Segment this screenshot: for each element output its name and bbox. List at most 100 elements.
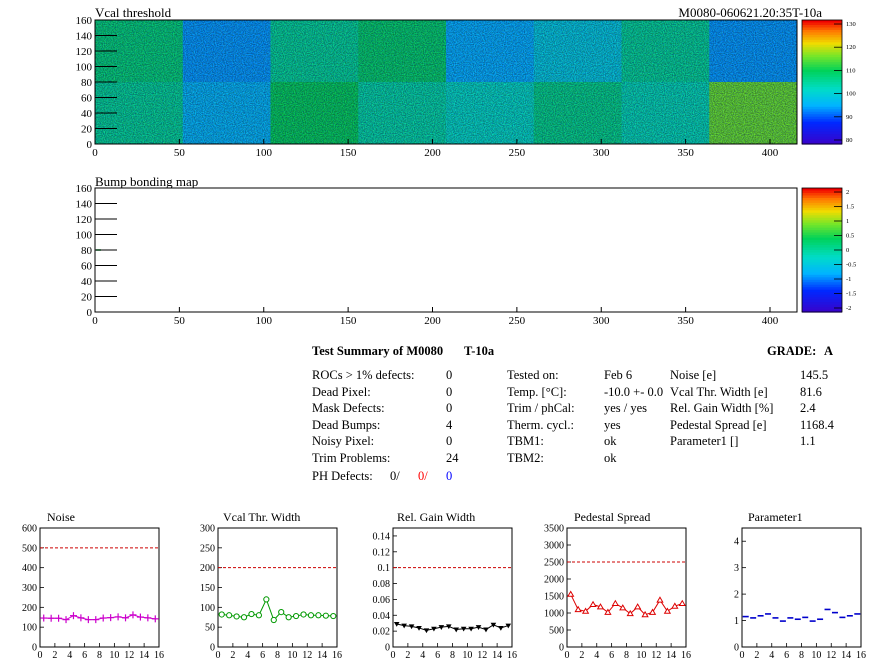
small-plot-x-tick-label: 4: [594, 650, 599, 661]
data-point: [567, 590, 575, 597]
small-plot-y-tick-label: 0.02: [373, 627, 391, 638]
small-plot-x-tick-label: 4: [769, 650, 774, 661]
small-plot-y-tick-label: 300: [22, 583, 37, 594]
small-plot-y-tick-label: 50: [205, 623, 215, 634]
bump-bonding-map: Bump bonding map 0 50 100 150 200 250 300 350 40…: [76, 174, 857, 327]
data-point: [581, 607, 590, 614]
data-point: [114, 613, 122, 621]
data-point: [99, 614, 107, 622]
small-plot-x-tick-label: 8: [799, 650, 804, 661]
data-point: [445, 624, 452, 630]
data-point: [648, 608, 657, 615]
threshold-map-x-tick-label: 400: [762, 147, 779, 159]
data-point: [144, 614, 152, 622]
threshold-palette-tick-label: 80: [846, 137, 853, 144]
bump-map-x-tick-label: 100: [256, 315, 273, 327]
module-label: M0080-060621.20:35T-10a: [678, 5, 822, 20]
small-plot-y-tick-label: 200: [200, 563, 215, 574]
threshold-palette: 130 120 110 100 90 80: [801, 19, 856, 145]
small-plot-y-tick-label: 1: [734, 616, 739, 627]
small-plot-x-tick-label: 8: [275, 650, 280, 661]
data-point: [84, 616, 92, 624]
data-point: [278, 608, 285, 616]
threshold-palette-tick-label: 120: [846, 44, 856, 51]
small-plot-x-tick-label: 14: [666, 650, 676, 661]
small-plot-frame: [217, 527, 338, 648]
data-point: [589, 600, 597, 607]
threshold-map-y-tick-label: 100: [76, 62, 93, 74]
bump-palette-tick-label: 2: [846, 189, 849, 196]
bump-map-x-tick-label: 350: [677, 315, 694, 327]
small-plot-x-tick-label: 14: [317, 650, 327, 661]
small-plot-y-tick-label: 0.1: [378, 563, 391, 574]
threshold-map-y-tick-label: 60: [81, 93, 93, 105]
series-line: [221, 598, 334, 621]
threshold-map-x-tick-label: 150: [340, 147, 357, 159]
series-line: [570, 594, 683, 616]
data-point: [619, 604, 627, 611]
small-plot-x-tick-label: 10: [287, 650, 297, 661]
bump-palette: 2 1.5 1 0.5 0 -0.5 -1 -1.5 -2: [801, 187, 856, 313]
small-plot-x-tick-label: 16: [681, 650, 691, 661]
small-plot-x-tick-label: 0: [38, 650, 43, 661]
small-plot-x-tick-label: 2: [230, 650, 235, 661]
small-plot-y-tick-label: 100: [200, 603, 215, 614]
data-point: [226, 612, 233, 619]
threshold-map-y-tick-label: 0: [87, 139, 93, 151]
small-plot-y-tick-label: 3500: [544, 524, 564, 535]
data-point: [498, 625, 504, 631]
small-plot-y-tick-label: 2: [734, 590, 739, 601]
bump-palette-tick-label: -2: [846, 305, 851, 312]
small-plot-y-tick-label: 3: [734, 563, 739, 574]
small-plot-x-tick-label: 6: [435, 650, 440, 661]
series-line: [396, 623, 509, 631]
data-point: [574, 605, 582, 613]
small-plot-title: Vcal Thr. Width: [223, 510, 300, 524]
small-plot-title: Rel. Gain Width: [397, 510, 475, 524]
small-plot-y-tick-label: 0: [32, 643, 37, 654]
data-point: [641, 610, 649, 618]
small-plot-y-tick-label: 0: [559, 643, 564, 654]
data-point: [240, 614, 248, 621]
small-plot-y-tick-label: 0.12: [373, 547, 391, 558]
small-plot-x-tick-label: 6: [784, 650, 789, 661]
small-plot-x-tick-label: 4: [67, 650, 72, 661]
bump-palette-tick-label: 1: [846, 218, 849, 225]
data-point: [129, 611, 137, 619]
data-point: [678, 599, 686, 606]
small-plot-x-tick-label: 14: [139, 650, 149, 661]
data-point: [626, 609, 634, 617]
small-plot-y-tick-label: 200: [22, 603, 37, 614]
small-plot-x-tick-label: 2: [579, 650, 584, 661]
bump-map-x-tick-label: 300: [593, 315, 610, 327]
small-plot-y-tick-label: 400: [22, 563, 37, 574]
small-plot-y-tick-label: 0: [210, 643, 215, 654]
small-plot-y-tick-label: 2000: [544, 575, 564, 586]
bump-palette-tick-label: 0: [846, 247, 849, 254]
data-point: [255, 612, 263, 619]
small-plot-y-tick-label: 0: [734, 643, 739, 654]
small-plot-y-tick-label: 500: [22, 543, 37, 554]
data-point: [315, 612, 322, 619]
data-point: [656, 596, 664, 603]
bump-map-y-tick-label: 120: [76, 214, 93, 226]
threshold-map-x-tick-label: 350: [677, 147, 694, 159]
small-plot-x-tick-label: 14: [841, 650, 851, 661]
series-line: [43, 614, 156, 621]
data-point: [408, 624, 415, 630]
bump-map-x-tick-label: 250: [509, 315, 526, 327]
threshold-map-x-tick-label: 300: [593, 147, 610, 159]
small-plot-y-tick-label: 300: [200, 524, 215, 535]
bump-map-y-tick-label: 20: [81, 292, 93, 304]
data-point: [92, 616, 100, 624]
threshold-map-x-tick-label: 250: [509, 147, 526, 159]
small-plot-frame: [566, 527, 687, 648]
small-plot-x-tick-label: 0: [216, 650, 221, 661]
small-plot-x-tick-label: 12: [124, 650, 134, 661]
small-plot-x-tick-label: 4: [245, 650, 250, 661]
threshold-map-x-tick-label: 200: [424, 147, 441, 159]
data-point: [483, 627, 489, 633]
bump-map-y-tick-label: 100: [76, 230, 93, 242]
